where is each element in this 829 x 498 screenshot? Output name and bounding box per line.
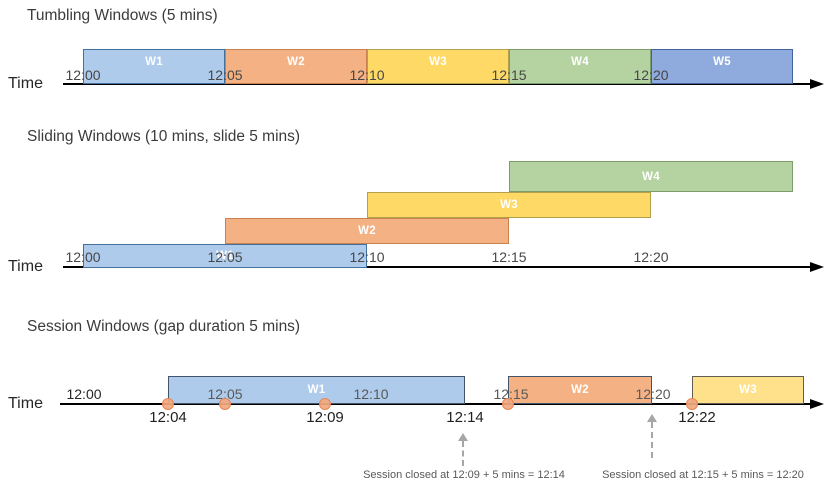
event-label-12-09: 12:09 [306, 409, 344, 426]
up-arrowhead-icon [458, 433, 468, 441]
session-section-title: Session Windows (gap duration 5 mins) [27, 318, 301, 335]
sliding-time-axis-line [63, 266, 812, 268]
sliding-tick-12-10: 12:10 [349, 249, 385, 265]
event-dot-12-22 [686, 398, 698, 410]
tumbling-tick-12-00: 12:00 [65, 67, 101, 83]
sliding-window-w3: W3 [367, 192, 651, 218]
up-arrowhead-icon [647, 414, 657, 422]
event-dot-12-05 [219, 398, 231, 410]
tumbling-window-w3: W3 [367, 49, 509, 84]
tumbling-window-w2: W2 [225, 49, 367, 84]
session-close-caption-1: Session closed at 12:09 + 5 mins = 12:14 [363, 469, 565, 481]
session-window-w2: W2 [508, 376, 652, 404]
dashed-shaft [651, 422, 653, 458]
sliding-tick-12-05: 12:05 [207, 249, 243, 265]
window-label: W1 [145, 56, 163, 68]
window-label: W4 [571, 56, 589, 68]
session-tick-12-10: 12:10 [353, 386, 389, 402]
sliding-window-w4: W4 [509, 161, 793, 192]
sliding-tick-12-00: 12:00 [65, 249, 101, 265]
tumbling-time-axis-line [63, 83, 812, 85]
session-window-w1: W1 [168, 376, 465, 404]
tumbling-time-axis-label: Time [8, 75, 43, 92]
window-label: W3 [429, 56, 447, 68]
window-label: W2 [287, 56, 305, 68]
window-label: W4 [642, 170, 660, 183]
session-time-axis-label: Time [8, 395, 43, 412]
tumbling-window-w4: W4 [509, 49, 651, 84]
window-label: W5 [713, 56, 731, 68]
window-label: W1 [216, 250, 234, 262]
sliding-tick-12-20: 12:20 [633, 249, 669, 265]
window-label: W2 [358, 225, 376, 237]
session-tick-12-00: 12:00 [66, 386, 102, 402]
session-close-caption-2: Session closed at 12:15 + 5 mins = 12:20 [602, 469, 804, 481]
tumbling-window-w5: W5 [651, 49, 793, 84]
tumbling-window-w1: W1 [83, 49, 225, 84]
event-dot-12-15 [502, 398, 514, 410]
window-label: W1 [307, 384, 326, 396]
tumbling-tick-12-20: 12:20 [633, 67, 669, 83]
event-label-12-22: 12:22 [678, 409, 716, 426]
sliding-section-title: Sliding Windows (10 mins, slide 5 mins) [27, 128, 301, 145]
session-time-axis-line [60, 403, 812, 405]
sliding-window-w1: W1 [83, 244, 367, 268]
tumbling-section-title: Tumbling Windows (5 mins) [27, 7, 218, 24]
window-label: W2 [571, 384, 589, 396]
event-dot-12-04 [162, 398, 174, 410]
dashed-shaft [462, 441, 464, 466]
sliding-time-axis-label: Time [8, 258, 43, 275]
event-label-12-14: 12:14 [446, 409, 484, 426]
dashed-up-arrow-1 [458, 433, 468, 466]
session-tick-12-05: 12:05 [207, 386, 243, 402]
tumbling-tick-12-15: 12:15 [491, 67, 527, 83]
session-tick-12-20: 12:20 [635, 386, 671, 402]
tumbling-tick-12-10: 12:10 [349, 67, 385, 83]
session-tick-12-15: 12:15 [493, 386, 529, 402]
session-axis-arrowhead-icon [810, 399, 824, 409]
window-label: W3 [500, 199, 518, 211]
window-label: W3 [739, 384, 757, 396]
event-label-12-04: 12:04 [149, 409, 187, 426]
session-window-w3: W3 [692, 376, 804, 404]
tumbling-axis-arrowhead-icon [810, 79, 824, 89]
dashed-up-arrow-2 [647, 414, 657, 458]
sliding-window-w2: W2 [225, 218, 509, 244]
event-dot-12-09 [319, 398, 331, 410]
sliding-tick-12-15: 12:15 [491, 249, 527, 265]
sliding-axis-arrowhead-icon [810, 262, 824, 272]
tumbling-tick-12-05: 12:05 [207, 67, 243, 83]
